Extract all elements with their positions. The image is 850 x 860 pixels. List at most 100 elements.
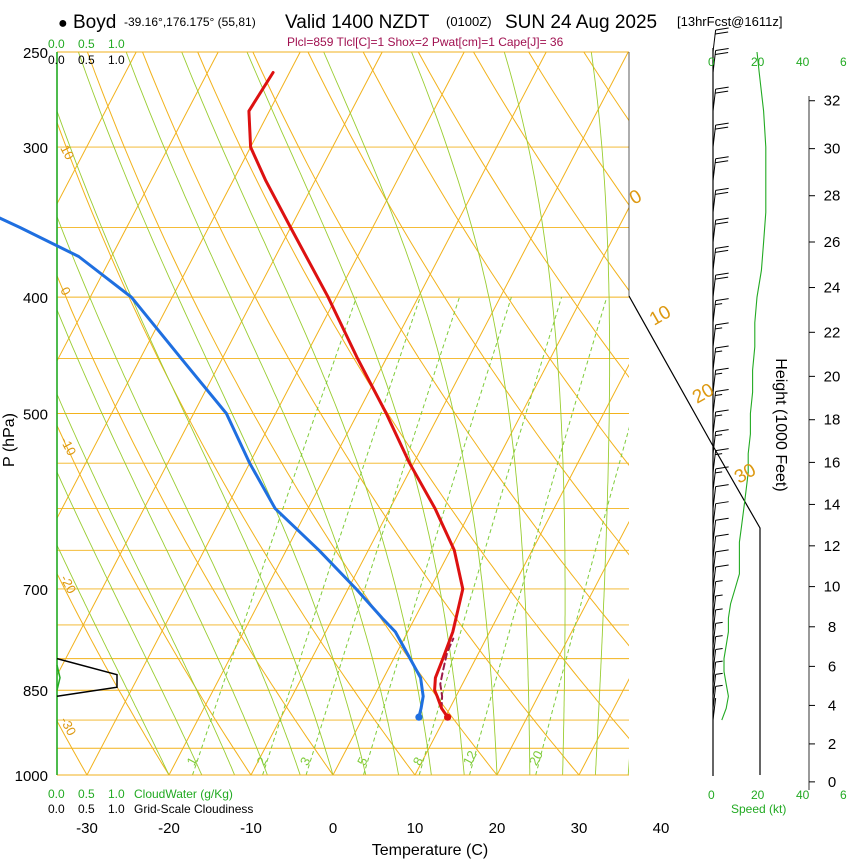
valid-time: Valid 1400 NZDT	[285, 12, 430, 33]
pressure-tick-label: 500	[23, 407, 48, 424]
moist-adiabat	[627, 758, 629, 775]
moist-adiabat	[323, 52, 498, 775]
pressure-tick-label: 400	[23, 290, 48, 307]
wind-barb-staff	[712, 674, 717, 697]
cloud-scale-top: 0.0 0.5 1.0 0.0 0.5 1.0	[48, 37, 125, 67]
wind-scale-top-0: 0	[708, 55, 715, 69]
wind-scale-top-1: 20	[751, 55, 765, 69]
data-lines	[0, 71, 465, 721]
wind-barb-staff	[712, 636, 717, 659]
moist-adiabat	[57, 215, 301, 775]
dry-adiabat	[57, 274, 334, 775]
pressure-tick-label: 250	[23, 45, 48, 62]
dry-adiabat-label: 10	[646, 302, 675, 331]
height-tick-label: 18	[824, 412, 841, 429]
wind-barb-feather	[715, 466, 729, 470]
moist-adiabat	[590, 52, 611, 775]
wind-barb-half-feather	[715, 672, 723, 675]
wind-scale-bottom-3: 6	[840, 788, 847, 802]
mixing-ratio-label: 12	[460, 748, 480, 768]
wind-scale-bottom-0: 0	[708, 788, 715, 802]
moist-adiabat	[411, 52, 531, 775]
dry-adiabat	[57, 120, 416, 775]
height-tick-label: 22	[824, 324, 841, 341]
wind-barb-feather	[715, 549, 729, 553]
stability-indices: Plcl=859 Tlcl[C]=1 Shox=2 Pwat[cm]=1 Cap…	[287, 35, 564, 49]
dewpoint-line	[0, 216, 425, 719]
valid-date: SUN 24 Aug 2025	[505, 12, 657, 33]
wind-barb-half-feather	[715, 350, 723, 353]
wind-barb-feather	[715, 245, 729, 249]
wind-barb-feather	[715, 533, 729, 537]
isotherm	[86, 52, 465, 775]
wind-barb-feather	[715, 389, 729, 392]
wind-barb-feather	[715, 86, 729, 90]
moist-adiabat	[57, 471, 203, 775]
wind-barb-half-feather	[715, 303, 723, 306]
height-axis-label: Height (1000 Feet)	[772, 358, 789, 491]
dry-adiabat	[252, 52, 629, 647]
height-tick-label: 4	[828, 697, 836, 714]
header: ● Boyd -39.16°,176.175° (55,81) Valid 14…	[58, 12, 782, 49]
main-frame	[56, 51, 761, 776]
mixing-ratio-label: 5	[354, 754, 371, 767]
isotherm-label: -20	[57, 572, 79, 596]
dry-adiabat	[843, 31, 850, 801]
wind-barb-staff	[712, 520, 717, 543]
station-name: Boyd	[73, 12, 116, 33]
isotherm	[332, 206, 629, 775]
mixing-ratio-label: 8	[410, 754, 427, 767]
wind-barb-feather	[715, 298, 729, 302]
mixing-ratio-line	[192, 296, 357, 775]
mixing-ratio-line	[535, 426, 629, 775]
moist-adiabat	[694, 52, 783, 775]
wind-scale-bottom-2: 40	[796, 788, 810, 802]
pressure-tick-label: 1000	[15, 768, 48, 785]
isotherm-label: -30	[57, 714, 79, 738]
height-tick-label: 2	[828, 736, 836, 753]
mixing-ratio-line	[262, 296, 421, 775]
x-tick-label: 20	[489, 820, 506, 837]
wind-barb-staff	[712, 551, 717, 574]
cloud-scale-top-green-1: 0.5	[78, 37, 95, 51]
cloudiness-line	[56, 657, 118, 698]
wind-barb-staff	[712, 29, 717, 53]
wind-scale-top-2: 40	[796, 55, 810, 69]
wind-barb-feather	[715, 217, 729, 221]
wind-barb-half-feather	[715, 372, 723, 375]
x-tick-label: -20	[158, 820, 180, 837]
mixing-ratio-line	[363, 296, 512, 775]
wind-barb-half-feather	[715, 394, 723, 396]
wind-barb-half-feather	[715, 471, 723, 474]
mixing-ratio-line	[418, 296, 563, 775]
cloudiness-label: Grid-Scale Cloudiness	[134, 802, 253, 816]
moist-adiabat	[503, 52, 566, 775]
wind-barb-staff	[712, 486, 717, 509]
wind-barb-feather	[715, 221, 729, 225]
cloud-scale-bottom-green-2: 1.0	[108, 787, 125, 801]
cloud-scale-top-black-0: 0.0	[48, 53, 65, 67]
wind-scale: 0 20 40 6 0 20 40 6 Speed (kt)	[708, 55, 847, 816]
wind-barb-half-feather	[715, 648, 723, 650]
height-tick-label: 0	[828, 774, 836, 791]
wind-barb-half-feather	[715, 434, 723, 437]
isotherm	[57, 52, 301, 520]
cloudwater-line	[56, 664, 61, 691]
background-lines	[57, 31, 850, 801]
height-tick-label: 26	[824, 234, 841, 251]
wind-speed-label: Speed (kt)	[731, 802, 786, 816]
x-tick-label: -30	[76, 820, 98, 837]
utc-time: (0100Z)	[446, 14, 492, 29]
height-tick-label: 16	[824, 454, 841, 471]
height-tick-label: 8	[828, 619, 836, 636]
isotherm	[250, 52, 629, 775]
wind-barb-staff	[712, 649, 717, 672]
wind-barb-feather	[715, 47, 729, 51]
wind-barb-feather	[715, 51, 729, 55]
cloud-scale-bottom-green-1: 0.5	[78, 787, 95, 801]
wind-barb-feather	[715, 276, 729, 280]
height-tick-label: 12	[824, 538, 841, 555]
wind-barb-staff	[712, 662, 717, 685]
cloud-scale-bottom-black-0: 0.0	[48, 802, 65, 816]
wind-barb-half-feather	[715, 660, 723, 663]
